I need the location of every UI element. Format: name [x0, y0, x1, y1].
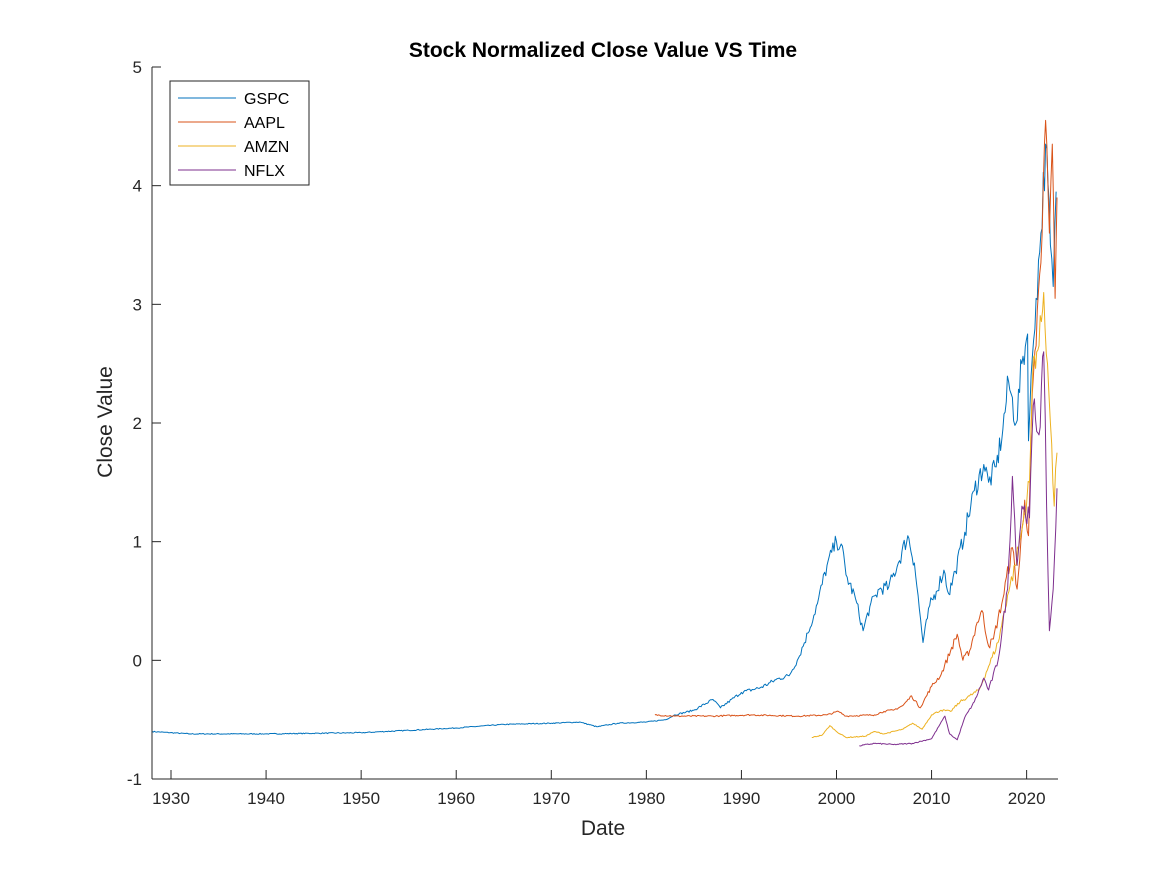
y-tick-label: 2	[133, 414, 142, 433]
x-tick-label: 2010	[913, 789, 951, 808]
x-axis: 1930 1940 1950 1960 1970 1980 1990 2000 2010 2020	[152, 770, 1046, 808]
x-tick-label: 1940	[247, 789, 285, 808]
y-tick-label: 4	[133, 177, 142, 196]
x-tick-label: 1990	[723, 789, 761, 808]
series-line-nflx	[859, 351, 1058, 747]
series-line-gspc	[151, 143, 1057, 735]
plot-area	[151, 67, 1058, 780]
y-tick-label: 0	[133, 651, 142, 670]
x-tick-label: 1980	[627, 789, 665, 808]
x-axis-label: Date	[581, 817, 625, 840]
legend-label-nflx: NFLX	[244, 163, 285, 180]
y-tick-label: 5	[133, 58, 142, 77]
chart-title: Stock Normalized Close Value VS Time	[409, 39, 797, 62]
legend: GSPC AAPL AMZN NFLX	[169, 80, 310, 186]
x-tick-label: 1960	[437, 789, 475, 808]
legend-label-aapl: AAPL	[244, 115, 285, 132]
series-line-amzn	[811, 292, 1058, 739]
y-tick-label: 1	[133, 533, 142, 552]
plot-background	[152, 67, 1058, 779]
x-tick-label: 2000	[818, 789, 856, 808]
x-tick-label: 1950	[342, 789, 380, 808]
series-group	[151, 119, 1058, 747]
y-axis-label: Close Value	[94, 366, 117, 478]
series-line-aapl	[654, 119, 1058, 718]
y-axis: -1 0 1 2 3 4 5	[127, 58, 161, 789]
legend-label-gspc: GSPC	[244, 91, 289, 108]
x-tick-label: 1930	[152, 789, 190, 808]
legend-label-amzn: AMZN	[244, 139, 289, 156]
x-tick-label: 1970	[532, 789, 570, 808]
x-tick-label: 2020	[1008, 789, 1046, 808]
y-tick-label: 3	[133, 295, 142, 314]
y-tick-label: -1	[127, 770, 142, 789]
